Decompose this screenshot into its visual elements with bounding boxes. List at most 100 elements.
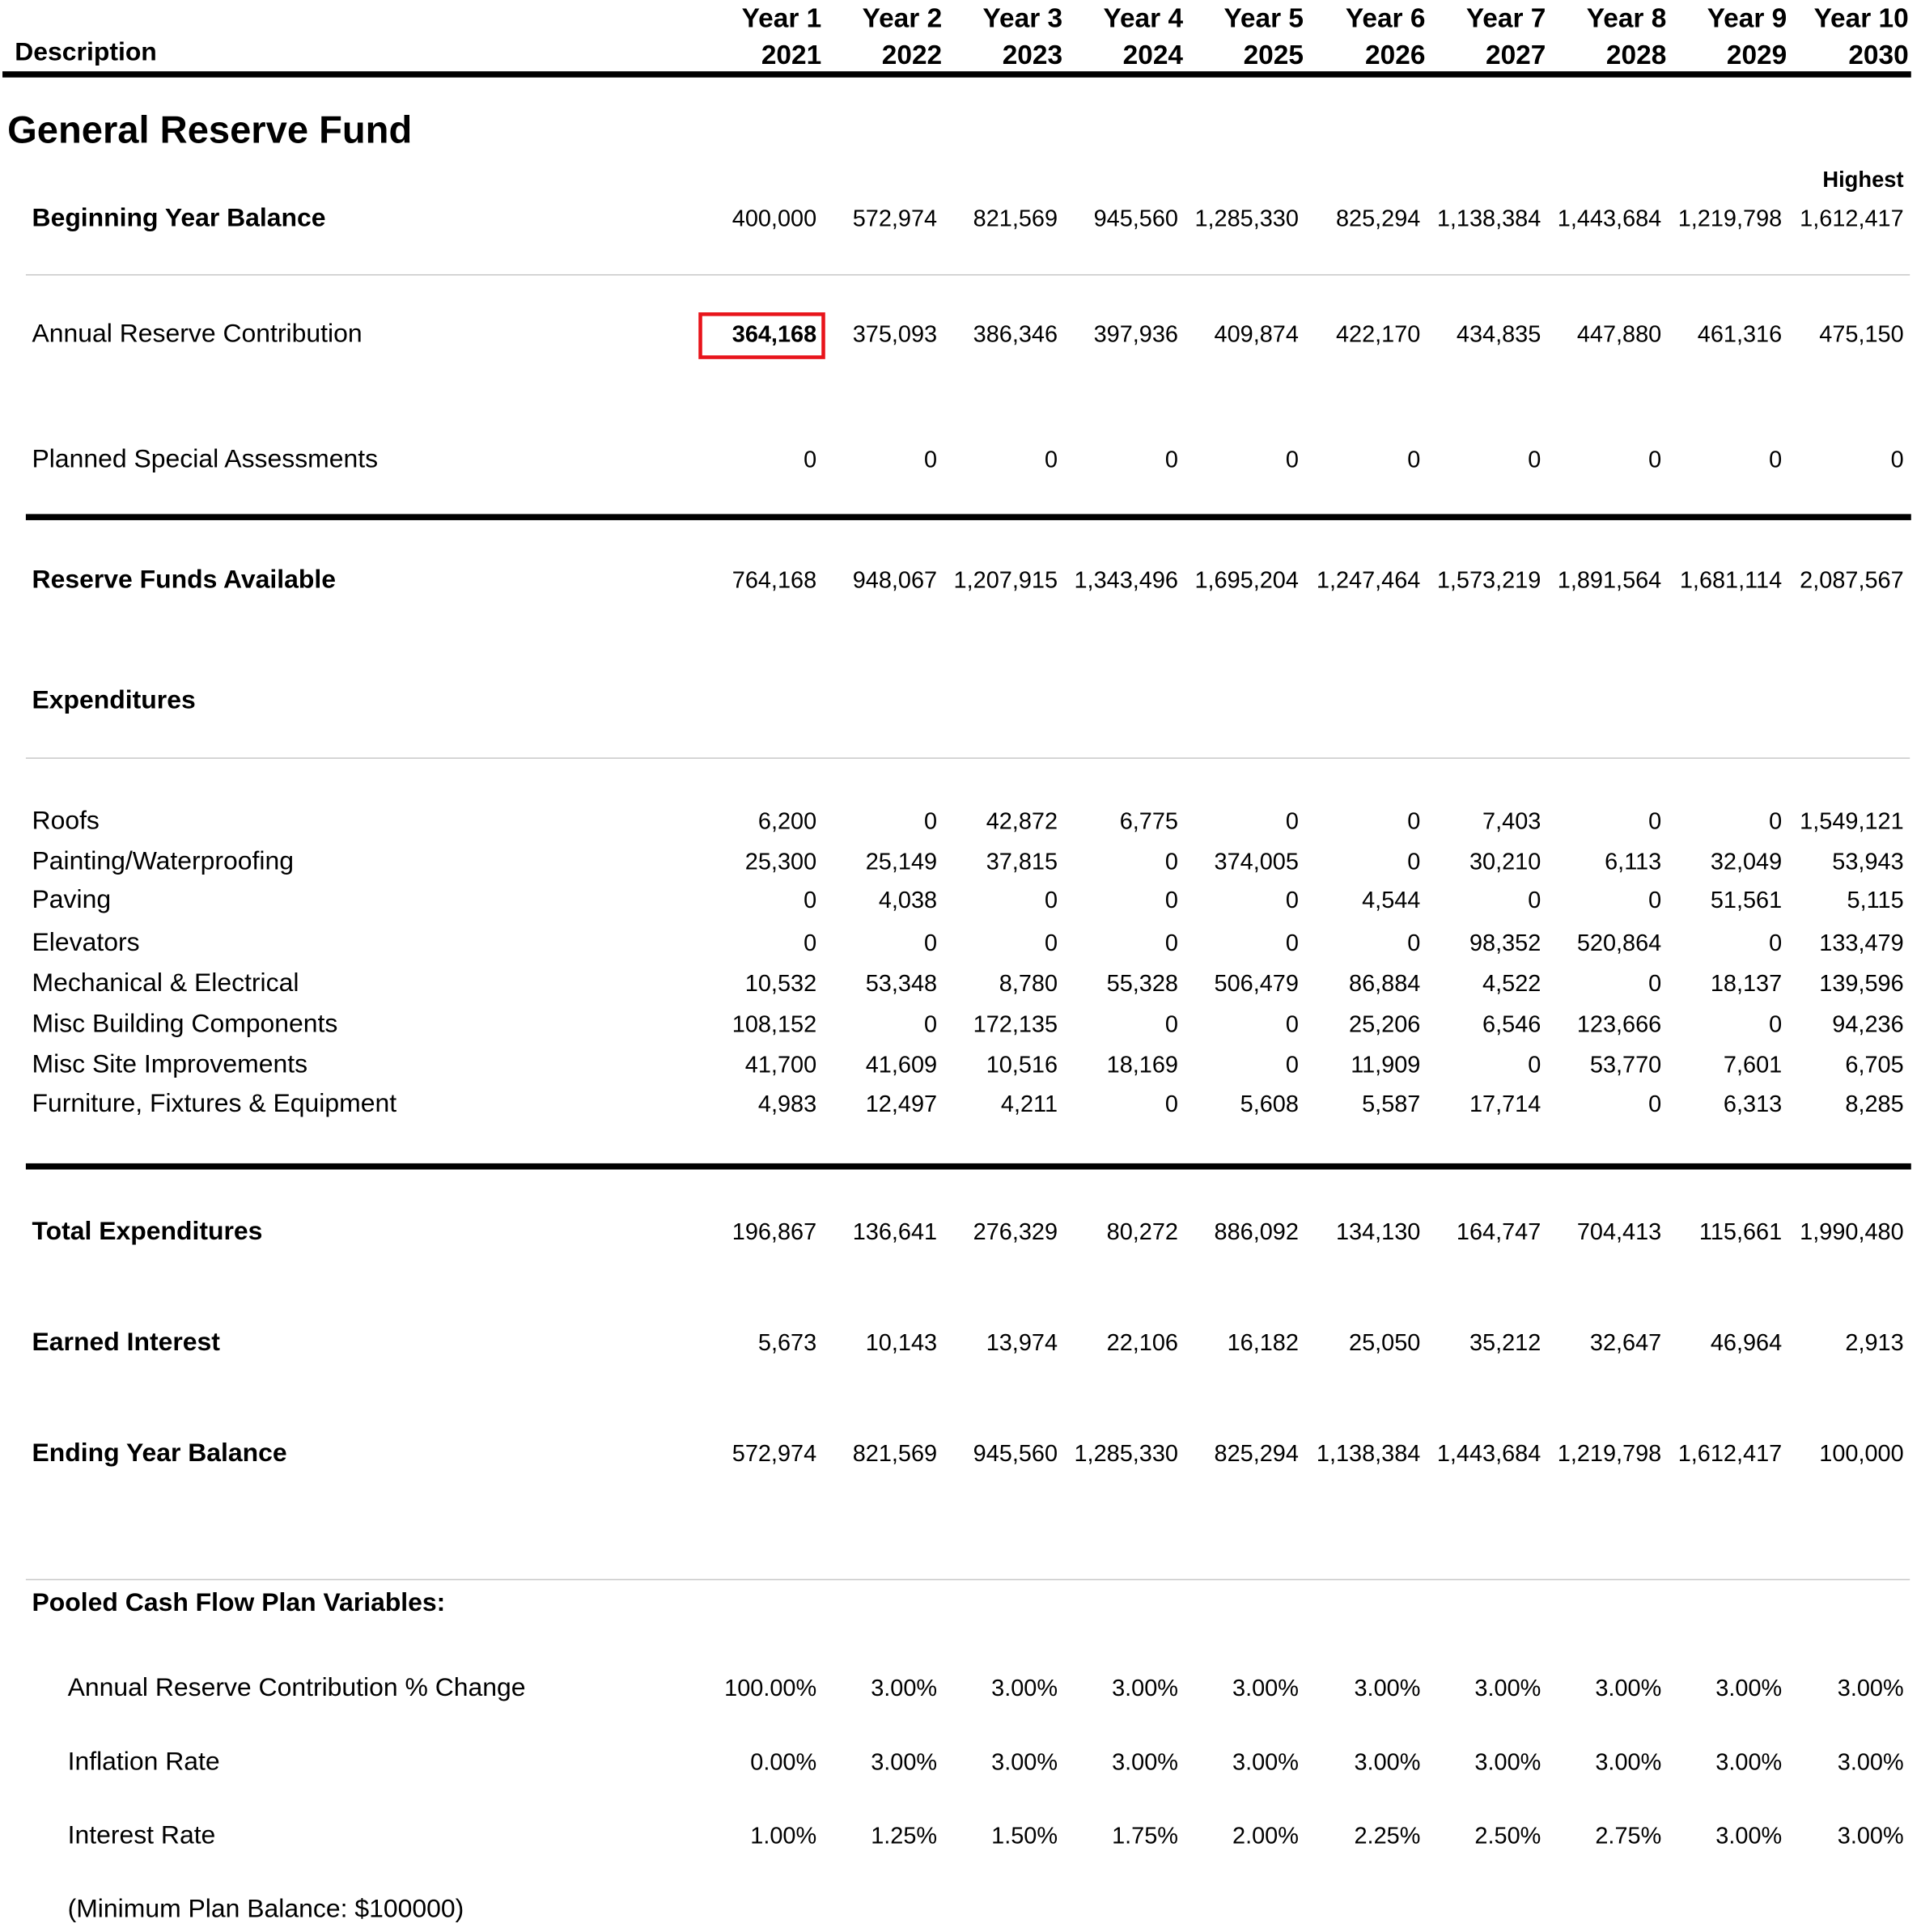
cell-value: 10,532 [744, 971, 817, 998]
year-label: Year 10 [1813, 2, 1909, 34]
row-label: Furniture, Fixtures & Equipment [32, 1089, 397, 1118]
cell-value: 41,609 [865, 1053, 938, 1079]
cell-value: 1,443,684 [1436, 1441, 1541, 1468]
cell-value: 374,005 [1214, 849, 1299, 876]
cell-value: 35,212 [1469, 1330, 1541, 1357]
year-label: Year 1 [741, 2, 822, 34]
cell-value: 6,313 [1723, 1091, 1783, 1118]
cell-value: 0 [1164, 930, 1178, 957]
row-label: Ending Year Balance [32, 1438, 287, 1468]
cell-value: 3.00% [1837, 1749, 1904, 1776]
cell-value: 0 [924, 1011, 938, 1038]
cell-value: 4,211 [1000, 1091, 1058, 1118]
cell-value: 100.00% [724, 1676, 817, 1702]
cell-value: 0 [924, 447, 938, 474]
row-label: Earned Interest [32, 1328, 220, 1357]
cell-value: 821,569 [852, 1441, 938, 1468]
cell-value: 0 [1890, 447, 1904, 474]
cell-value: 136,641 [852, 1219, 938, 1246]
highest-label: Highest [1822, 167, 1904, 193]
cell-value: 1.50% [991, 1824, 1058, 1850]
year-value: 2027 [1485, 39, 1546, 70]
cell-value: 4,983 [757, 1091, 817, 1118]
year-column-header: Year 4 2024 [1060, 0, 1183, 74]
row-label: Misc Site Improvements [32, 1050, 308, 1079]
year-column-header: Year 10 2030 [1786, 0, 1909, 74]
cell-value: 0 [1769, 809, 1783, 836]
cell-value: 32,647 [1589, 1330, 1662, 1357]
cell-value: 825,294 [1335, 206, 1421, 233]
cell-value: 0 [1285, 1053, 1299, 1079]
cell-value: 364,168 [732, 322, 817, 349]
cell-value: 7,601 [1723, 1053, 1783, 1079]
cell-value: 5,673 [757, 1330, 817, 1357]
cell-value: 1,138,384 [1316, 1441, 1421, 1468]
cell-value: 108,152 [732, 1011, 817, 1038]
cell-value: 0 [1164, 849, 1178, 876]
cell-value: 3.00% [1354, 1749, 1421, 1776]
cell-value: 0 [1044, 447, 1058, 474]
cell-value: 1,343,496 [1074, 568, 1178, 595]
cell-value: 3.00% [991, 1749, 1058, 1776]
cell-value: 46,964 [1710, 1330, 1783, 1357]
cell-value: 422,170 [1335, 322, 1421, 349]
cell-value: 8,780 [999, 971, 1058, 998]
year-value: 2021 [761, 39, 822, 70]
cell-value: 42,872 [986, 809, 1058, 836]
cell-value: 3.00% [991, 1676, 1058, 1702]
cell-value: 13,974 [986, 1330, 1058, 1357]
cell-value: 461,316 [1697, 322, 1783, 349]
cell-value: 6,546 [1482, 1011, 1541, 1038]
cell-value: 53,770 [1589, 1053, 1662, 1079]
cell-value: 0 [1648, 1091, 1662, 1118]
cell-value: 1,285,330 [1194, 206, 1299, 233]
cell-value: 1,285,330 [1074, 1441, 1178, 1468]
cell-value: 7,403 [1482, 809, 1541, 836]
cell-value: 86,884 [1349, 971, 1421, 998]
cell-value: 0 [1285, 809, 1299, 836]
cell-value: 506,479 [1214, 971, 1299, 998]
cell-value: 1,990,480 [1800, 1219, 1904, 1246]
cell-value: 5,608 [1240, 1091, 1299, 1118]
cell-value: 3.00% [1354, 1676, 1421, 1702]
cell-value: 0 [1044, 888, 1058, 914]
cell-value: 0 [1164, 447, 1178, 474]
year-value: 2029 [1726, 39, 1787, 70]
cell-value: 30,210 [1469, 849, 1541, 876]
year-value: 2030 [1848, 39, 1909, 70]
cell-value: 948,067 [852, 568, 938, 595]
year-value: 2022 [881, 39, 943, 70]
cell-value: 0 [804, 888, 817, 914]
variables-title: Pooled Cash Flow Plan Variables: [32, 1588, 446, 1617]
cell-value: 3.00% [1232, 1749, 1299, 1776]
cell-value: 3.00% [1595, 1749, 1662, 1776]
cell-value: 37,815 [986, 849, 1058, 876]
row-label: Annual Reserve Contribution % Change [67, 1673, 526, 1702]
cell-value: 2,087,567 [1800, 568, 1904, 595]
row-label: Roofs [32, 807, 100, 836]
cell-value: 0 [1285, 930, 1299, 957]
cell-value: 0 [1769, 1011, 1783, 1038]
cell-value: 821,569 [973, 206, 1058, 233]
cell-value: 2.25% [1354, 1824, 1421, 1850]
year-column-header: Year 2 2022 [819, 0, 943, 74]
cell-value: 133,479 [1819, 930, 1904, 957]
year-column-header: Year 7 2027 [1423, 0, 1546, 74]
cell-value: 375,093 [852, 322, 938, 349]
cell-value: 1,612,417 [1800, 206, 1904, 233]
description-header: Description [15, 38, 157, 67]
year-label: Year 4 [1103, 2, 1184, 34]
cell-value: 134,130 [1335, 1219, 1421, 1246]
year-value: 2023 [1002, 39, 1063, 70]
cell-value: 1,695,204 [1194, 568, 1299, 595]
cell-value: 2.00% [1232, 1824, 1299, 1850]
cell-value: 5,115 [1847, 888, 1904, 914]
cell-value: 3.00% [871, 1749, 938, 1776]
cell-value: 100,000 [1819, 1441, 1904, 1468]
cell-value: 3.00% [1474, 1676, 1541, 1702]
cell-value: 3.00% [871, 1676, 938, 1702]
cell-value: 409,874 [1214, 322, 1299, 349]
row-label: Beginning Year Balance [32, 204, 326, 233]
cell-value: 25,050 [1349, 1330, 1421, 1357]
